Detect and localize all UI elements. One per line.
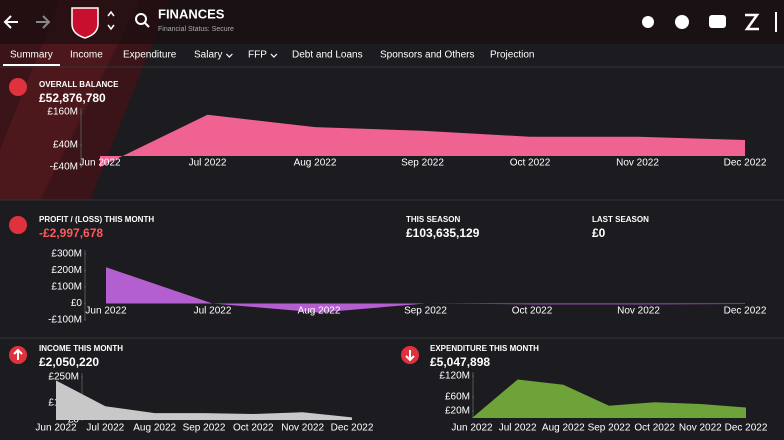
- tab[interactable]: Projection: [490, 50, 534, 61]
- x-tick-label: Jul 2022: [499, 423, 537, 434]
- club-switch[interactable]: [107, 10, 115, 31]
- tab[interactable]: Summary: [10, 50, 53, 61]
- y-tick-label: £60M: [445, 392, 470, 403]
- x-tick-label: Aug 2022: [294, 158, 337, 169]
- header-bar: [0, 0, 784, 44]
- forward-button[interactable]: [36, 15, 51, 29]
- x-tick-label: Sep 2022: [183, 423, 226, 434]
- z-icon[interactable]: [744, 13, 760, 31]
- page-subtitle: Financial Status: Secure: [158, 26, 234, 33]
- x-tick-label: Oct 2022: [510, 158, 551, 169]
- tab-chevron: [270, 53, 278, 58]
- panel-label: EXPENDITURE THIS MONTH: [430, 344, 539, 353]
- club-crest[interactable]: [71, 7, 99, 39]
- panel-value: £103,635,129: [406, 226, 480, 240]
- x-tick-label: Oct 2022: [634, 423, 675, 434]
- y-tick-label: £250M: [48, 372, 79, 383]
- y-tick-label: £120M: [439, 371, 470, 382]
- panel-label: INCOME THIS MONTH: [39, 344, 123, 353]
- y-tick-label: £40M: [53, 140, 78, 151]
- tab[interactable]: Expenditure: [123, 50, 177, 61]
- x-tick-label: Aug 2022: [542, 423, 585, 434]
- area: [472, 379, 746, 418]
- panel-icon: [9, 216, 27, 234]
- x-tick-label: Jun 2022: [35, 423, 77, 434]
- tab[interactable]: FFP: [248, 50, 267, 61]
- decor-stripe: [0, 0, 140, 200]
- tab[interactable]: Salary: [194, 50, 222, 61]
- area: [106, 267, 745, 313]
- x-tick-label: Nov 2022: [679, 423, 722, 434]
- x-tick-label: Nov 2022: [281, 423, 324, 434]
- x-tick-label: Jul 2022: [86, 423, 124, 434]
- x-tick-label: Aug 2022: [133, 423, 176, 434]
- area: [56, 380, 352, 420]
- x-tick-label: Jun 2022: [79, 158, 121, 169]
- y-tick-label: £160M: [47, 107, 78, 118]
- x-tick-label: Jul 2022: [194, 306, 232, 317]
- x-tick-label: Aug 2022: [298, 306, 341, 317]
- y-tick-label: £20M: [445, 406, 470, 417]
- icon[interactable]: [642, 16, 654, 28]
- help-icon[interactable]: [675, 15, 689, 29]
- panel-label: LAST SEASON: [592, 215, 649, 224]
- x-tick-label: Dec 2022: [724, 306, 767, 317]
- panel-label: OVERALL BALANCE: [39, 80, 119, 89]
- tab-bar: Summary Income Expenditure Salary FFP Debt an…: [10, 50, 534, 61]
- panel-value: £2,050,220: [39, 355, 99, 369]
- x-tick-label: Jun 2022: [85, 306, 127, 317]
- y-tick-label: -£40M: [50, 162, 78, 173]
- x-tick-label: Dec 2022: [724, 158, 767, 169]
- page-title: FINANCES: [158, 6, 225, 21]
- x-tick-label: Dec 2022: [331, 423, 374, 434]
- x-tick-label: Sep 2022: [588, 423, 631, 434]
- panel-value: £0: [592, 226, 606, 240]
- x-tick-label: Oct 2022: [233, 423, 274, 434]
- x-tick-label: Nov 2022: [617, 306, 660, 317]
- divider: [775, 12, 777, 32]
- search-icon: [144, 22, 150, 28]
- area: [100, 114, 745, 167]
- panel-value: £52,876,780: [39, 91, 106, 105]
- x-tick-label: Sep 2022: [401, 158, 444, 169]
- y-tick-label: £200M: [51, 265, 82, 276]
- panel-label: PROFIT / (LOSS) THIS MONTH: [39, 215, 154, 224]
- tab[interactable]: Sponsors and Others: [380, 50, 475, 61]
- x-tick-label: Sep 2022: [404, 306, 447, 317]
- active-tab-underline: [3, 64, 60, 66]
- tab[interactable]: Debt and Loans: [292, 50, 363, 61]
- tab-chevron: [225, 53, 233, 58]
- x-tick-label: Jul 2022: [189, 158, 227, 169]
- back-button[interactable]: [3, 15, 18, 29]
- panel-icon: [9, 78, 27, 96]
- x-tick-label: Dec 2022: [725, 423, 768, 434]
- video-icon[interactable]: [709, 15, 726, 28]
- up-arrow: [13, 348, 23, 360]
- panel-label: THIS SEASON: [406, 215, 460, 224]
- y-tick-label: £0: [71, 298, 83, 309]
- search-icon[interactable]: [135, 13, 147, 25]
- y-tick-label: £0: [68, 415, 80, 426]
- x-tick-label: Jun 2022: [451, 423, 493, 434]
- panel-value: £5,047,898: [430, 355, 490, 369]
- x-tick-label: Oct 2022: [512, 306, 553, 317]
- y-tick-label: £300M: [51, 249, 82, 260]
- tab[interactable]: Income: [70, 50, 103, 61]
- y-tick-label: £100M: [51, 282, 82, 293]
- y-tick-label: -£100M: [48, 315, 82, 326]
- x-tick-label: Nov 2022: [616, 158, 659, 169]
- panel-value: -£2,997,678: [39, 226, 103, 240]
- down-arrow: [405, 350, 415, 362]
